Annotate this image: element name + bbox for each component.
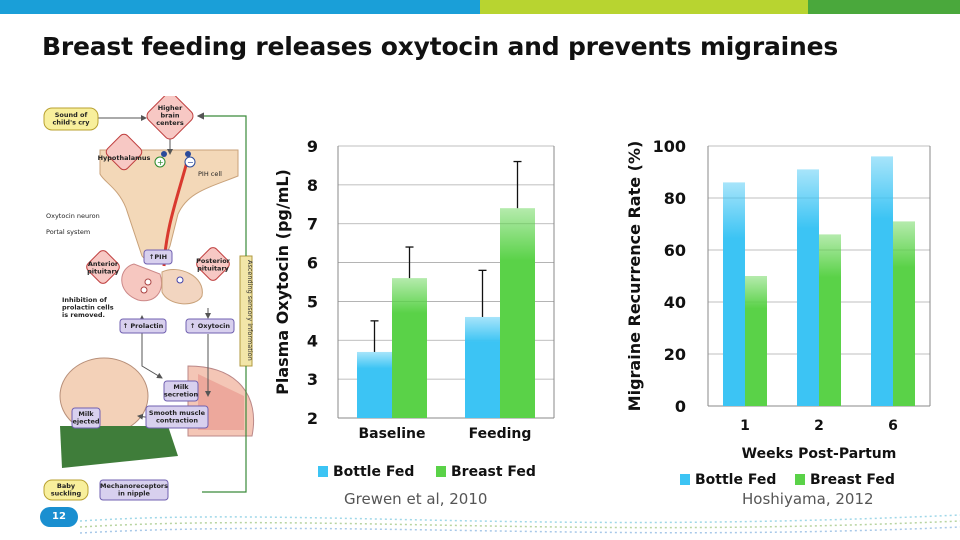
baby-suckling-label: Baby suckling [51,482,82,498]
milk-ejected-label: Milk ejected [72,410,99,426]
y-tick-label: 40 [664,293,686,312]
y-tick-label: 5 [307,292,318,311]
pih-cell-label: PIH cell [198,170,222,178]
bar [871,156,893,406]
baby-blanket [60,426,178,468]
milk-ejected-box: Milk ejected [71,407,101,429]
oxytocin-label: ↑ Oxytocin [190,322,230,330]
legend-label: Breast Fed [451,464,536,480]
anterior-label: Anterior pituitary [87,260,120,276]
top-bar-blue [0,0,480,14]
legend-label: Bottle Fed [333,464,414,480]
x-tick-label: 6 [888,418,898,434]
ascending-label: Ascending sensory information [246,260,254,361]
legend-swatch [680,474,690,485]
svg-text:+: + [157,158,164,167]
oxytocin-box: ↑ Oxytocin [185,318,235,334]
y-axis-label: Plasma Oxytocin (pg/mL) [273,169,292,395]
bar [500,208,535,418]
x-tick-label: 2 [814,418,824,434]
bar [819,234,841,406]
posterior-pituitary-tissue [161,268,203,305]
top-bar-lime [480,0,808,14]
legend-swatch [436,466,446,477]
sound-cry-box: Sound of child's cry [43,107,99,131]
x-tick-label: 1 [740,418,750,434]
legend-label: Breast Fed [810,472,895,488]
smooth-muscle-box: Smooth muscle contraction [145,405,209,429]
posterior-pituitary-box: Posterior pituitary [196,247,231,281]
y-tick-label: 9 [307,137,318,156]
bar [797,169,819,406]
legend-label: Bottle Fed [695,472,776,488]
y-tick-label: 8 [307,176,318,195]
bar [357,351,392,418]
x-tick-label: Feeding [469,426,532,442]
brain-label: Higher brain centers [156,104,184,127]
milk-secretion-label: Milk secretion [164,383,199,399]
legend-swatch [795,474,805,485]
citation-hoshiyama: Hoshiyama, 2012 [742,490,874,508]
anterior-pituitary-tissue [121,263,162,302]
y-tick-label: 6 [307,254,318,273]
hypothalamus-box: Hypothalamus [98,133,151,171]
top-color-bar [0,0,960,14]
y-tick-label: 0 [675,397,686,416]
mechanoreceptor-box: Mechanoreceptors in nipple [99,479,169,501]
y-axis-label: Migraine Recurrence Rate (%) [625,141,644,412]
mechanoreceptor-label: Mechanoreceptors in nipple [100,482,168,498]
portal-system-label: Portal system [46,228,90,236]
migraine-chart: 0 20 40 60 80 100 1 2 6 Migraine Recurrence Rate … [625,137,931,488]
breast-tissue [198,374,244,430]
hypothalamus-label: Hypothalamus [98,154,151,162]
oxytocin-chart: 2 3 4 5 6 7 8 9 Baseline Feeding Plasma Oxytocin (… [273,137,555,480]
oxytocin-reflex-diagram: Ascending sensory information + − Sound … [43,96,255,501]
footer-wave [79,514,960,534]
posterior-label: Posterior pituitary [196,257,231,273]
prolactin-box: ↑ Prolactin [119,318,167,334]
pih-box: ↑PIH [143,249,173,265]
bar [392,278,427,418]
y-tick-label: 3 [307,370,318,389]
prolactin-label: ↑ Prolactin [123,322,164,330]
bar [465,316,500,418]
y-tick-label: 100 [653,137,686,156]
milk-secretion-box: Milk secretion [163,380,199,402]
citation-grewen: Grewen et al, 2010 [344,490,488,508]
svg-text:−: − [187,158,194,167]
smooth-muscle-label: Smooth muscle contraction [149,409,206,425]
page-number: 12 [40,507,78,527]
anterior-pituitary-box: Anterior pituitary [86,250,120,284]
x-tick-label: Baseline [358,426,425,442]
y-tick-label: 20 [664,345,686,364]
bar [745,276,767,406]
y-tick-label: 7 [307,215,318,234]
y-tick-label: 4 [307,331,318,350]
x-axis-label: Weeks Post-Partum [742,446,897,462]
sound-label: Sound of child's cry [52,111,90,127]
baby-suckling-box: Baby suckling [43,479,89,501]
top-bar-green [808,0,960,14]
inhibition-label: Inhibition of prolactin cells is removed. [62,296,114,319]
oxytocin-neuron-label: Oxytocin neuron [46,212,100,220]
y-tick-label: 80 [664,189,686,208]
y-tick-label: 60 [664,241,686,260]
pih-label: ↑PIH [149,253,167,261]
higher-brain-box: Higher brain centers [146,96,194,140]
slide-title: Breast feeding releases oxytocin and pre… [42,32,839,61]
legend-swatch [318,466,328,477]
bar [893,221,915,406]
bar [723,182,745,406]
y-tick-label: 2 [307,409,318,428]
